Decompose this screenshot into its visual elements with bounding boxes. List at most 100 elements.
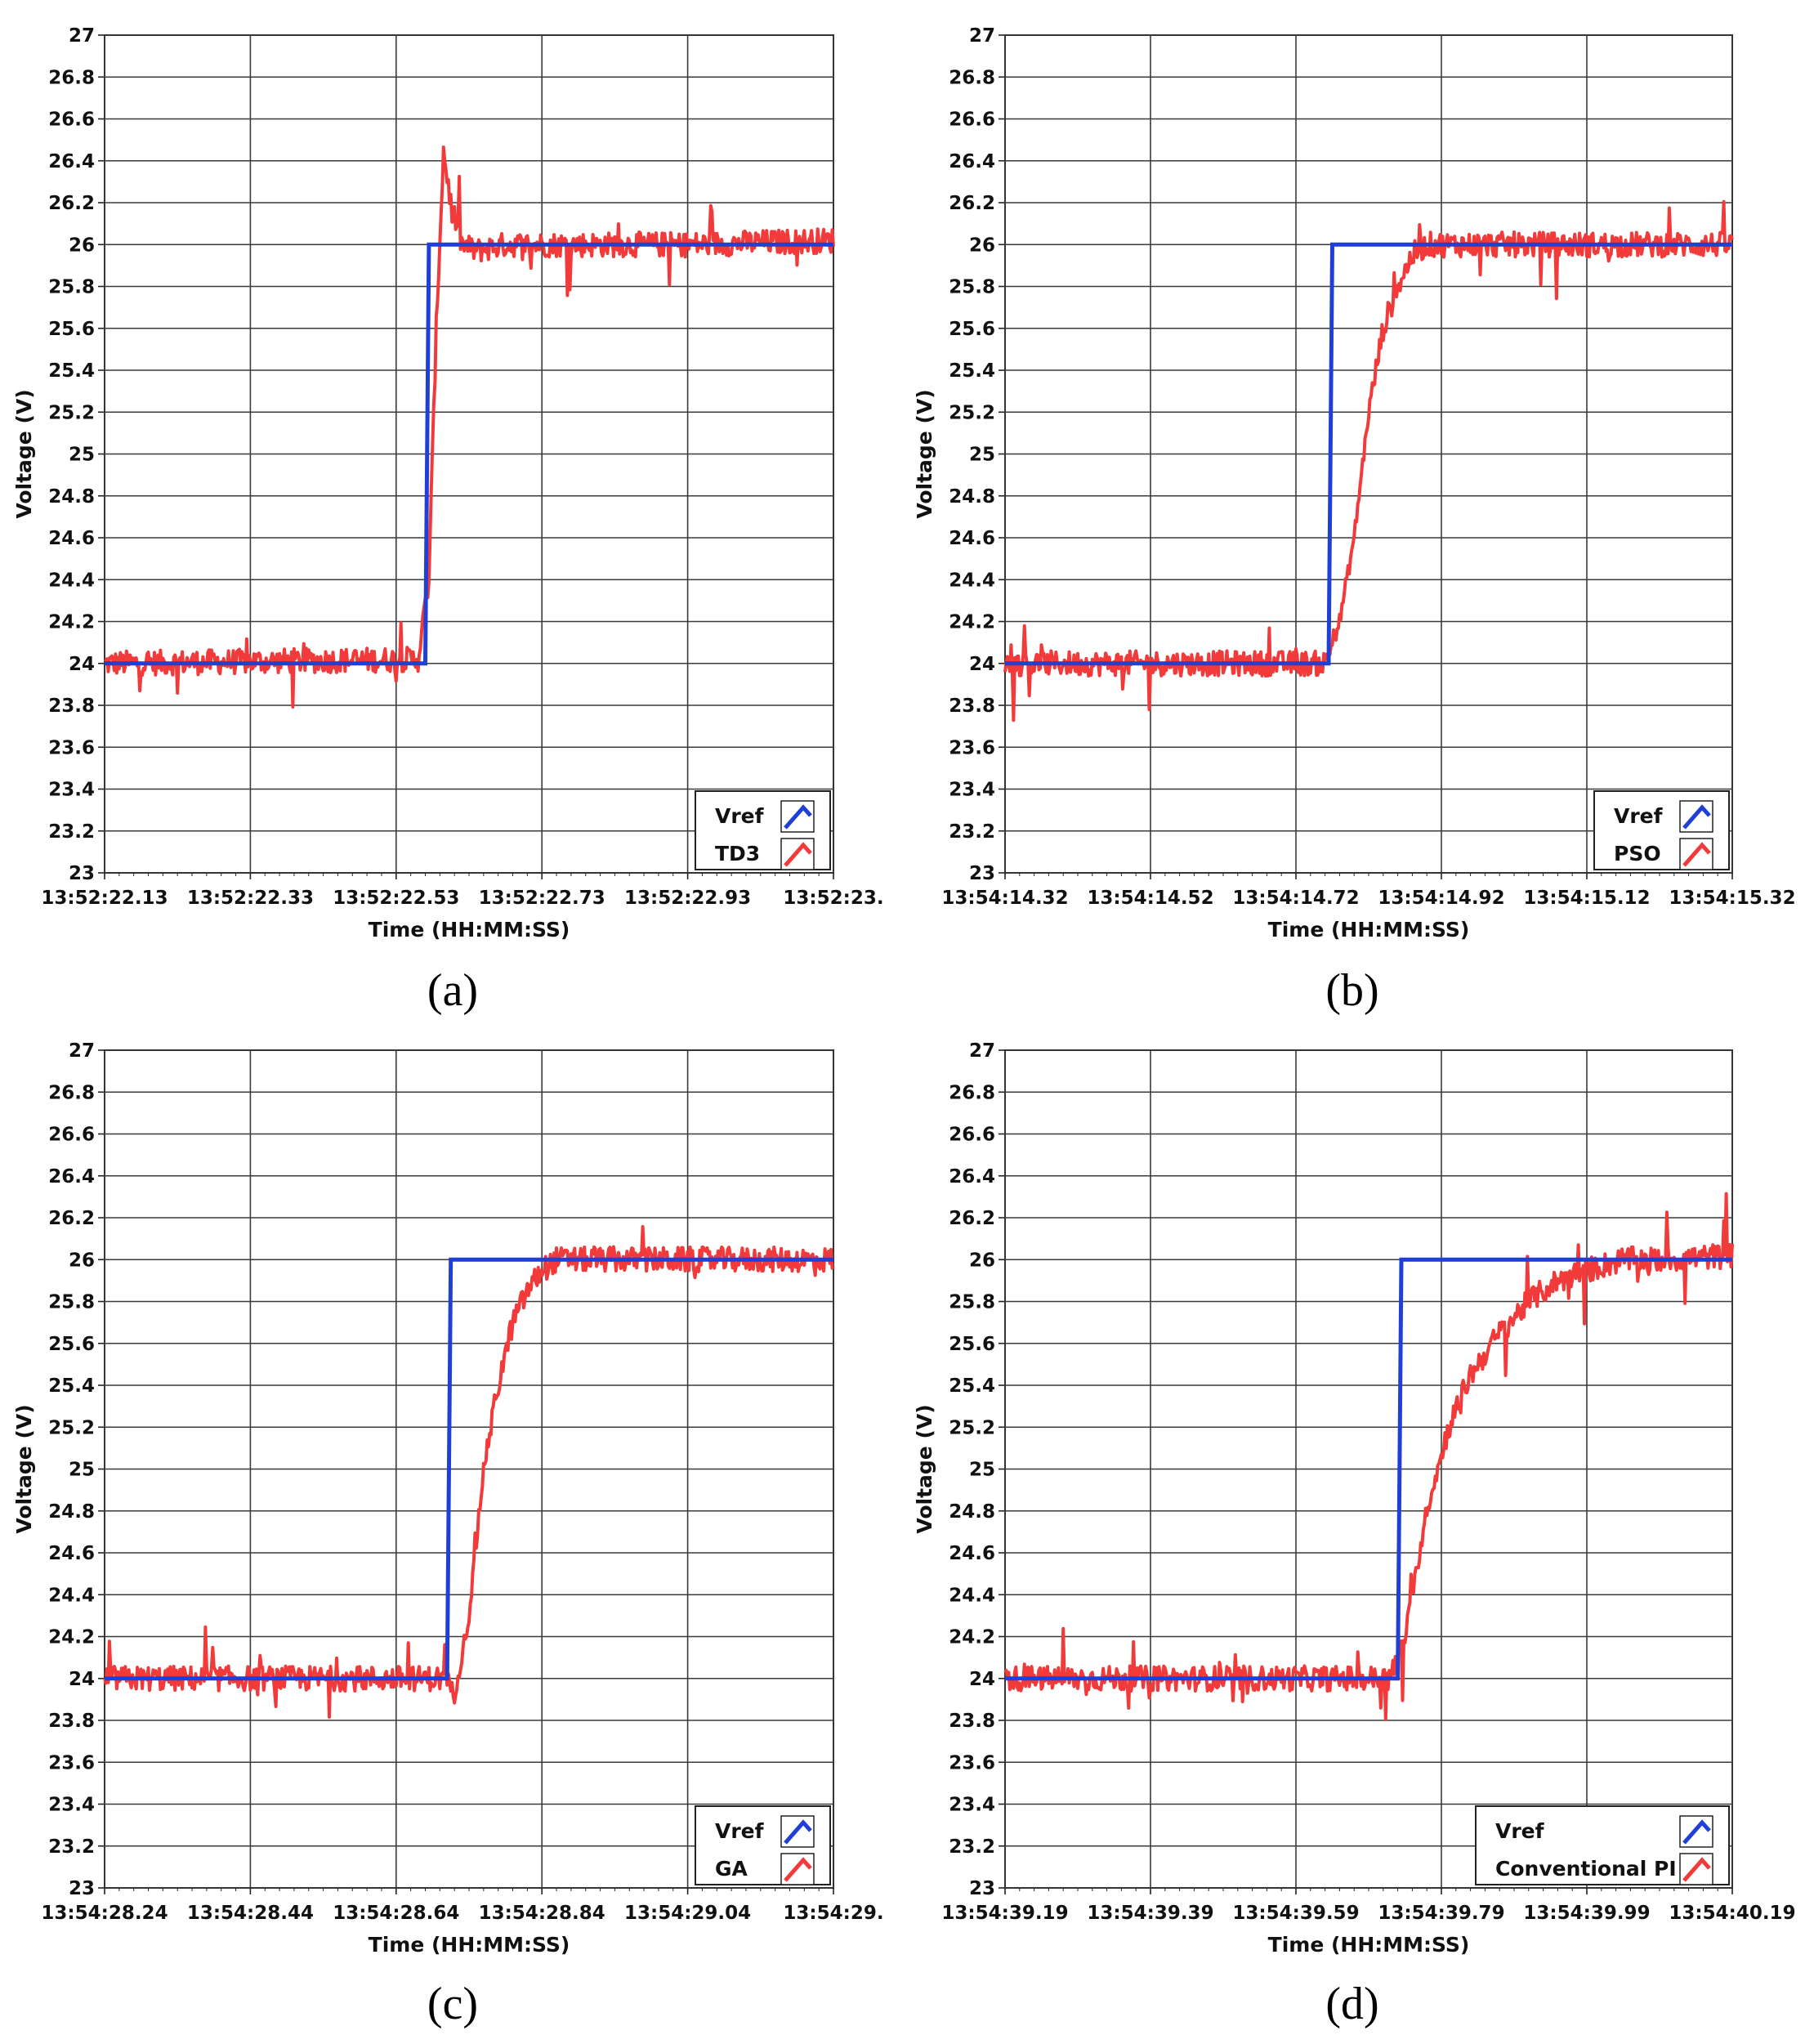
- x-tick-label: 13:54:29.: [783, 1903, 883, 1924]
- legend: Vref PSO: [1593, 790, 1730, 870]
- series-line-vref: [1005, 1257, 1732, 1681]
- y-tick-label: 24: [69, 654, 95, 675]
- y-tick-label: 25.4: [48, 360, 95, 382]
- legend: Vref GA: [695, 1805, 831, 1885]
- legend-swatch-line: [1682, 1819, 1711, 1845]
- y-tick-label: 24.2: [949, 612, 995, 633]
- y-tick-label: 26.4: [48, 151, 95, 172]
- y-tick-label: 23: [969, 863, 995, 884]
- series-line-vref: [105, 1257, 833, 1681]
- y-tick-label: 25: [969, 1460, 995, 1481]
- y-tick-label: 26.2: [48, 1208, 95, 1229]
- legend-swatch-line: [784, 1819, 812, 1845]
- y-tick-label: 24.6: [949, 528, 995, 549]
- y-tick-label: 25.6: [48, 1334, 95, 1355]
- y-tick-label: 23.2: [949, 1836, 995, 1858]
- y-tick-label: 23.4: [949, 1795, 995, 1816]
- y-tick-label: 24.4: [48, 1585, 95, 1606]
- y-tick-label: 25.6: [48, 319, 95, 340]
- x-tick-label: 13:54:28.24: [41, 1903, 168, 1924]
- y-tick-label: 23.2: [949, 821, 995, 843]
- y-tick-label: 27: [969, 25, 995, 47]
- legend-label: Vref: [715, 804, 765, 828]
- y-tick-label: 26.4: [48, 1166, 95, 1187]
- x-tick-label: 13:52:22.73: [479, 888, 605, 909]
- y-tick-label: 23.2: [48, 821, 95, 843]
- x-tick-label: 13:54:15.32: [1669, 888, 1795, 909]
- x-tick-label: 13:54:28.44: [187, 1903, 314, 1924]
- y-tick-label: 24.8: [48, 1501, 95, 1523]
- x-tick-label: 13:54:14.92: [1378, 888, 1504, 909]
- x-tick-label: 13:54:39.79: [1378, 1903, 1504, 1924]
- x-tick-label: 13:52:22.53: [333, 888, 459, 909]
- y-axis-label: Voltage (V): [12, 389, 36, 518]
- x-tick-label: 13:54:39.39: [1087, 1903, 1213, 1924]
- y-tick-label: 24: [69, 1669, 95, 1690]
- x-axis-label: Time (HH:MM:SS): [369, 1933, 570, 1957]
- y-tick-label: 23: [69, 1878, 95, 1899]
- legend-label: GA: [715, 1857, 748, 1881]
- y-tick-label: 26.8: [949, 67, 995, 88]
- y-tick-label: 24.6: [48, 1543, 95, 1564]
- y-tick-label: 24.8: [48, 486, 95, 508]
- legend-label: PSO: [1614, 842, 1661, 865]
- y-tick-label: 27: [69, 1040, 95, 1062]
- y-tick-label: 25.2: [949, 402, 995, 423]
- y-tick-label: 23.6: [48, 1752, 95, 1773]
- y-tick-label: 25.8: [48, 1292, 95, 1313]
- y-tick-label: 26: [969, 235, 995, 256]
- legend-swatch-line: [1682, 804, 1711, 830]
- legend-swatch-line: [1682, 1857, 1711, 1882]
- y-tick-label: 26.4: [949, 1166, 995, 1187]
- x-tick-label: 13:54:39.59: [1232, 1903, 1359, 1924]
- x-tick-label: 13:54:28.84: [479, 1903, 605, 1924]
- x-tick-label: 13:54:14.72: [1232, 888, 1359, 909]
- y-tick-label: 26.6: [48, 1125, 95, 1146]
- legend: Vref TD3: [695, 790, 831, 870]
- x-tick-label: 13:54:39.19: [941, 1903, 1068, 1924]
- legend-label: Vref: [1614, 804, 1664, 828]
- y-tick-label: 26.8: [48, 67, 95, 88]
- y-tick-label: 24.2: [48, 612, 95, 633]
- y-tick-label: 26.2: [48, 193, 95, 214]
- chart-panel-1: 23 23.2 23.4 23.6 23.8 24 24.2 24.4 24.6 24.8 25 25…: [12, 25, 884, 1016]
- y-tick-label: 27: [969, 1040, 995, 1062]
- y-tick-label: 24: [969, 1669, 995, 1690]
- x-tick-label: 13:54:14.32: [941, 888, 1068, 909]
- legend-label: TD3: [715, 842, 760, 865]
- y-tick-label: 23: [969, 1878, 995, 1899]
- y-tick-label: 23.6: [949, 1752, 995, 1773]
- y-axis-label: Voltage (V): [12, 1404, 36, 1533]
- y-tick-label: 23.8: [48, 695, 95, 717]
- y-tick-label: 23.4: [48, 780, 95, 801]
- chart-panel-4: 23 23.2 23.4 23.6 23.8 24 24.2 24.4 24.6 24.8 25 25…: [913, 1040, 1796, 2029]
- y-tick-label: 26.6: [949, 1125, 995, 1146]
- y-tick-label: 26.4: [949, 151, 995, 172]
- y-tick-label: 25.4: [48, 1375, 95, 1397]
- y-tick-label: 23: [69, 863, 95, 884]
- y-tick-label: 26.8: [949, 1082, 995, 1103]
- y-tick-label: 25.2: [48, 1417, 95, 1438]
- y-tick-label: 25: [969, 445, 995, 466]
- chart-panel-2: 23 23.2 23.4 23.6 23.8 24 24.2 24.4 24.6 24.8 25 25…: [913, 25, 1796, 1016]
- panel-caption: (b): [1325, 965, 1378, 1016]
- y-tick-label: 25.6: [949, 1334, 995, 1355]
- legend-swatch-line: [784, 842, 812, 867]
- x-tick-label: 13:52:22.33: [187, 888, 314, 909]
- y-tick-label: 25.8: [949, 277, 995, 298]
- series-line-pso: [1003, 199, 1734, 722]
- y-tick-label: 23.8: [949, 695, 995, 717]
- x-tick-label: 13:54:39.99: [1523, 1903, 1650, 1924]
- y-tick-label: 25.2: [48, 402, 95, 423]
- y-tick-label: 26.6: [48, 110, 95, 131]
- y-tick-label: 24.4: [949, 570, 995, 591]
- series-line-vref: [1005, 242, 1732, 666]
- y-tick-label: 25: [69, 1460, 95, 1481]
- x-axis-label: Time (HH:MM:SS): [1268, 918, 1470, 941]
- y-tick-label: 25.2: [949, 1417, 995, 1438]
- x-tick-label: 13:52:22.93: [624, 888, 751, 909]
- y-tick-label: 23.6: [48, 737, 95, 758]
- y-tick-label: 24.8: [949, 486, 995, 508]
- panel-caption: (c): [427, 1979, 478, 2029]
- panel-caption: (d): [1325, 1979, 1378, 2029]
